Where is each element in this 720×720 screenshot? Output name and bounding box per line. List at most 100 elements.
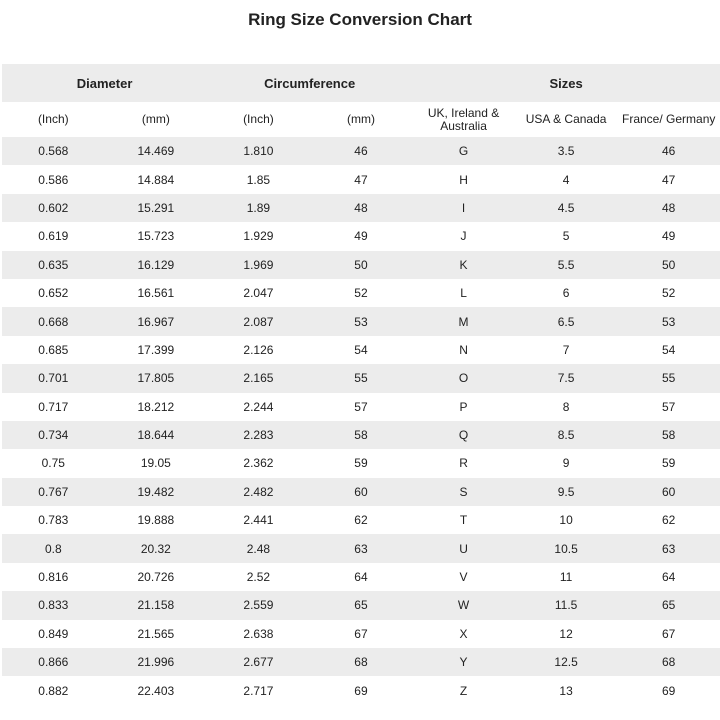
table-row: 0.849 21.565 2.638 67 X 12 67 xyxy=(2,619,720,649)
table-cell: 55 xyxy=(617,364,720,393)
table-cell: 2.52 xyxy=(207,562,310,592)
table-cell: 7 xyxy=(514,335,618,365)
table-cell: 6.5 xyxy=(514,307,618,336)
table-cell: 17.805 xyxy=(104,364,208,393)
table-row: 0.833 21.158 2.559 65 W 11.5 65 xyxy=(2,591,720,620)
column-header: (mm) xyxy=(346,112,375,126)
table-cell: 18.644 xyxy=(104,420,208,450)
table-cell: M xyxy=(412,307,515,336)
table-cell: 1.810 xyxy=(207,137,310,166)
table-cell: 8.5 xyxy=(514,420,618,450)
table-cell: 68 xyxy=(617,648,720,677)
group-header-row: Diameter Circumference Sizes xyxy=(2,64,720,102)
table-cell: 9 xyxy=(514,449,618,478)
table-cell: H xyxy=(412,165,515,194)
table-cell: 60 xyxy=(617,477,720,507)
table-cell: 1.969 xyxy=(207,250,310,279)
ring-size-table: Diameter Circumference Sizes (Inch) (mm)… xyxy=(2,64,720,705)
table-cell: 13 xyxy=(514,676,618,705)
table-cell: 0.882 xyxy=(2,676,105,705)
table-row: 0.734 18.644 2.283 58 Q 8.5 58 xyxy=(2,420,720,450)
column-header: (mm) xyxy=(141,112,170,126)
table-cell: 10.5 xyxy=(514,534,618,563)
table-cell: J xyxy=(412,222,515,251)
column-header: (Inch) xyxy=(37,112,69,126)
table-cell: 52 xyxy=(617,278,720,308)
table-cell: 12.5 xyxy=(514,648,618,677)
table-cell: G xyxy=(412,137,515,166)
table-cell: 48 xyxy=(617,193,720,223)
table-cell: 2.48 xyxy=(207,534,310,563)
group-header-diameter: Diameter xyxy=(2,64,208,102)
table-cell: 46 xyxy=(617,137,720,166)
table-cell: 0.849 xyxy=(2,619,105,649)
table-cell: 47 xyxy=(309,165,413,194)
table-cell: 53 xyxy=(309,307,413,336)
table-cell: 62 xyxy=(309,506,413,535)
table-cell: 0.619 xyxy=(2,222,105,251)
table-row: 0.602 15.291 1.89 48 I 4.5 48 xyxy=(2,193,720,223)
table-cell: 58 xyxy=(617,420,720,450)
table-cell: 14.884 xyxy=(104,165,208,194)
table-cell: 0.767 xyxy=(2,477,105,507)
table-cell: 2.047 xyxy=(207,278,310,308)
table-cell: 57 xyxy=(617,392,720,421)
table-cell: R xyxy=(412,449,515,478)
table-cell: 63 xyxy=(309,534,413,563)
table-cell: 67 xyxy=(309,619,413,649)
table-cell: 54 xyxy=(617,335,720,365)
table-cell: 2.441 xyxy=(207,506,310,535)
table-cell: 2.638 xyxy=(207,619,310,649)
table-cell: 2.087 xyxy=(207,307,310,336)
table-row: 0.586 14.884 1.85 47 H 4 47 xyxy=(2,165,720,194)
table-cell: 0.783 xyxy=(2,506,105,535)
page-title: Ring Size Conversion Chart xyxy=(248,10,472,29)
table-cell: 16.129 xyxy=(104,250,208,279)
table-row: 0.652 16.561 2.047 52 L 6 52 xyxy=(2,278,720,308)
table-row: 0.668 16.967 2.087 53 M 6.5 53 xyxy=(2,307,720,336)
table-row: 0.685 17.399 2.126 54 N 7 54 xyxy=(2,335,720,365)
table-cell: 1.89 xyxy=(207,193,310,223)
table-cell: 64 xyxy=(309,562,413,592)
group-header-circumference: Circumference xyxy=(207,64,413,102)
table-cell: 0.833 xyxy=(2,591,105,620)
table-cell: 48 xyxy=(309,193,413,223)
table-cell: 16.561 xyxy=(104,278,208,308)
table-cell: 0.668 xyxy=(2,307,105,336)
table-cell: 69 xyxy=(617,676,720,705)
table-cell: 0.685 xyxy=(2,335,105,365)
table-cell: K xyxy=(412,250,515,279)
table-cell: 0.75 xyxy=(2,449,105,478)
table-cell: 0.586 xyxy=(2,165,105,194)
table-cell: 62 xyxy=(617,506,720,535)
table-cell: 0.652 xyxy=(2,278,105,308)
column-header-row: (Inch) (mm) (Inch) (mm) UK, Ireland & Au… xyxy=(2,102,720,137)
table-cell: 68 xyxy=(309,648,413,677)
table-cell: 49 xyxy=(617,222,720,251)
table-cell: 69 xyxy=(309,676,413,705)
table-row: 0.75 19.05 2.362 59 R 9 59 xyxy=(2,449,720,478)
table-cell: Y xyxy=(412,648,515,677)
table-row: 0.701 17.805 2.165 55 O 7.5 55 xyxy=(2,364,720,393)
table-cell: 65 xyxy=(617,591,720,620)
table-cell: 1.85 xyxy=(207,165,310,194)
column-header: UK, Ireland & Australia xyxy=(412,102,515,137)
table-cell: Q xyxy=(412,420,515,450)
table-row: 0.783 19.888 2.441 62 T 10 62 xyxy=(2,506,720,535)
table-cell: N xyxy=(412,335,515,365)
table-cell: 11 xyxy=(514,562,618,592)
table-cell: 2.244 xyxy=(207,392,310,421)
table-cell: 20.32 xyxy=(104,534,208,563)
table-cell: 19.05 xyxy=(104,449,208,478)
table-cell: 59 xyxy=(309,449,413,478)
table-cell: 50 xyxy=(309,250,413,279)
table-row: 0.866 21.996 2.677 68 Y 12.5 68 xyxy=(2,648,720,677)
table-row: 0.717 18.212 2.244 57 P 8 57 xyxy=(2,392,720,421)
table-cell: X xyxy=(412,619,515,649)
table-cell: 54 xyxy=(309,335,413,365)
table-cell: 15.291 xyxy=(104,193,208,223)
table-cell: 18.212 xyxy=(104,392,208,421)
table-cell: U xyxy=(412,534,515,563)
table-cell: 0.602 xyxy=(2,193,105,223)
table-row: 0.816 20.726 2.52 64 V 11 64 xyxy=(2,562,720,592)
